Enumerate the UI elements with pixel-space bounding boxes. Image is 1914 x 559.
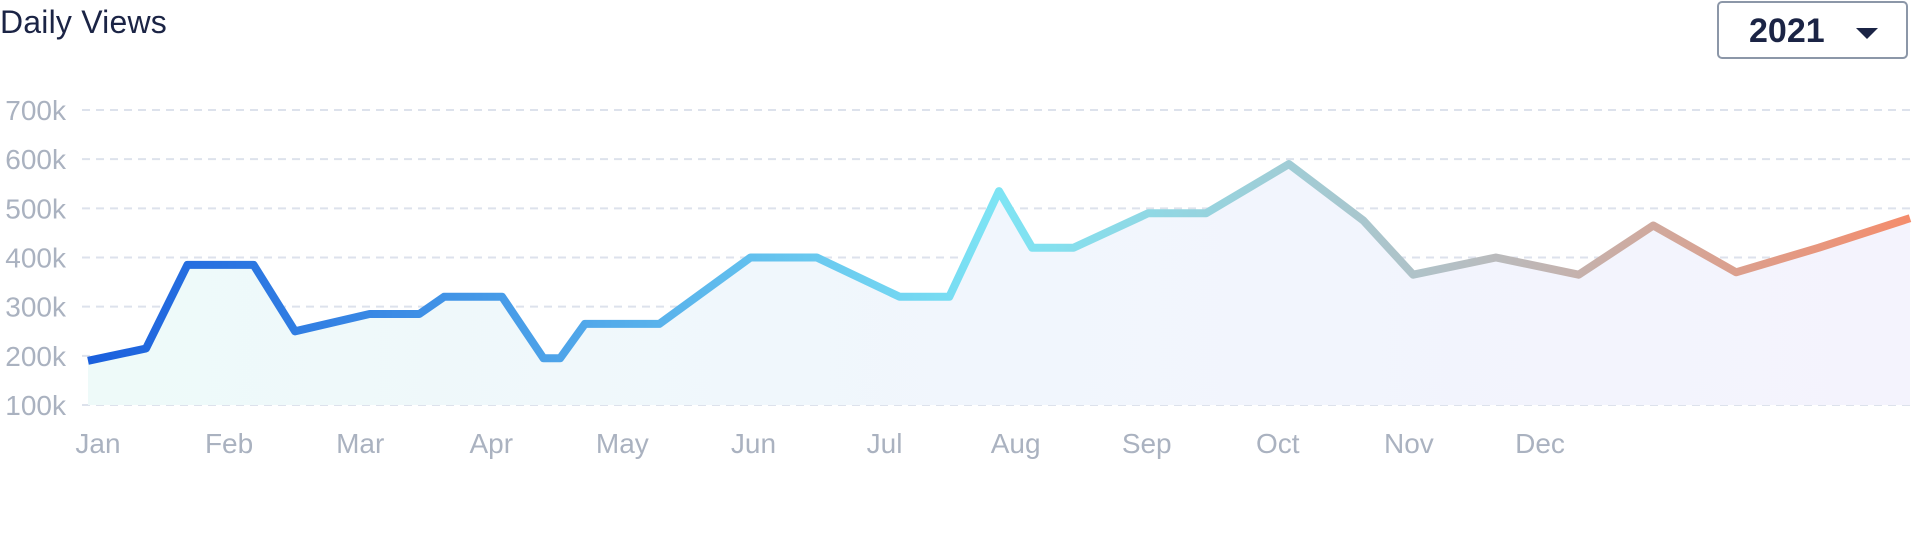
series-area bbox=[88, 164, 1910, 405]
year-select-value: 2021 bbox=[1749, 12, 1825, 50]
x-axis: Jan Feb Mar Apr May Jun Jul Aug Sep Oct Nov Dec bbox=[75, 428, 1564, 459]
x-tick-label: Jun bbox=[731, 428, 776, 459]
x-tick-label: Nov bbox=[1384, 428, 1434, 459]
chart-title: Daily Views bbox=[0, 4, 167, 40]
x-tick-label: May bbox=[596, 428, 649, 459]
y-tick-label: 600k bbox=[5, 144, 67, 175]
x-tick-label: Aug bbox=[991, 428, 1041, 459]
x-tick-label: Apr bbox=[469, 428, 513, 459]
x-tick-label: Jan bbox=[75, 428, 120, 459]
series-line bbox=[87, 160, 1912, 365]
y-tick-label: 700k bbox=[5, 95, 67, 126]
y-tick-label: 400k bbox=[5, 243, 67, 274]
year-select[interactable]: 2021 bbox=[1717, 1, 1908, 59]
y-tick-label: 200k bbox=[5, 341, 67, 372]
x-tick-label: Jul bbox=[867, 428, 903, 459]
caret-down-icon bbox=[1856, 28, 1878, 39]
x-tick-label: Dec bbox=[1515, 428, 1565, 459]
x-tick-label: Mar bbox=[336, 428, 384, 459]
y-tick-label: 300k bbox=[5, 292, 67, 323]
x-tick-label: Sep bbox=[1122, 428, 1172, 459]
y-axis: 100k 200k 300k 400k 500k 600k 700k bbox=[5, 95, 67, 421]
y-tick-label: 500k bbox=[5, 193, 67, 224]
y-tick-label: 100k bbox=[5, 390, 67, 421]
x-tick-label: Oct bbox=[1256, 428, 1300, 459]
x-tick-label: Feb bbox=[205, 428, 253, 459]
